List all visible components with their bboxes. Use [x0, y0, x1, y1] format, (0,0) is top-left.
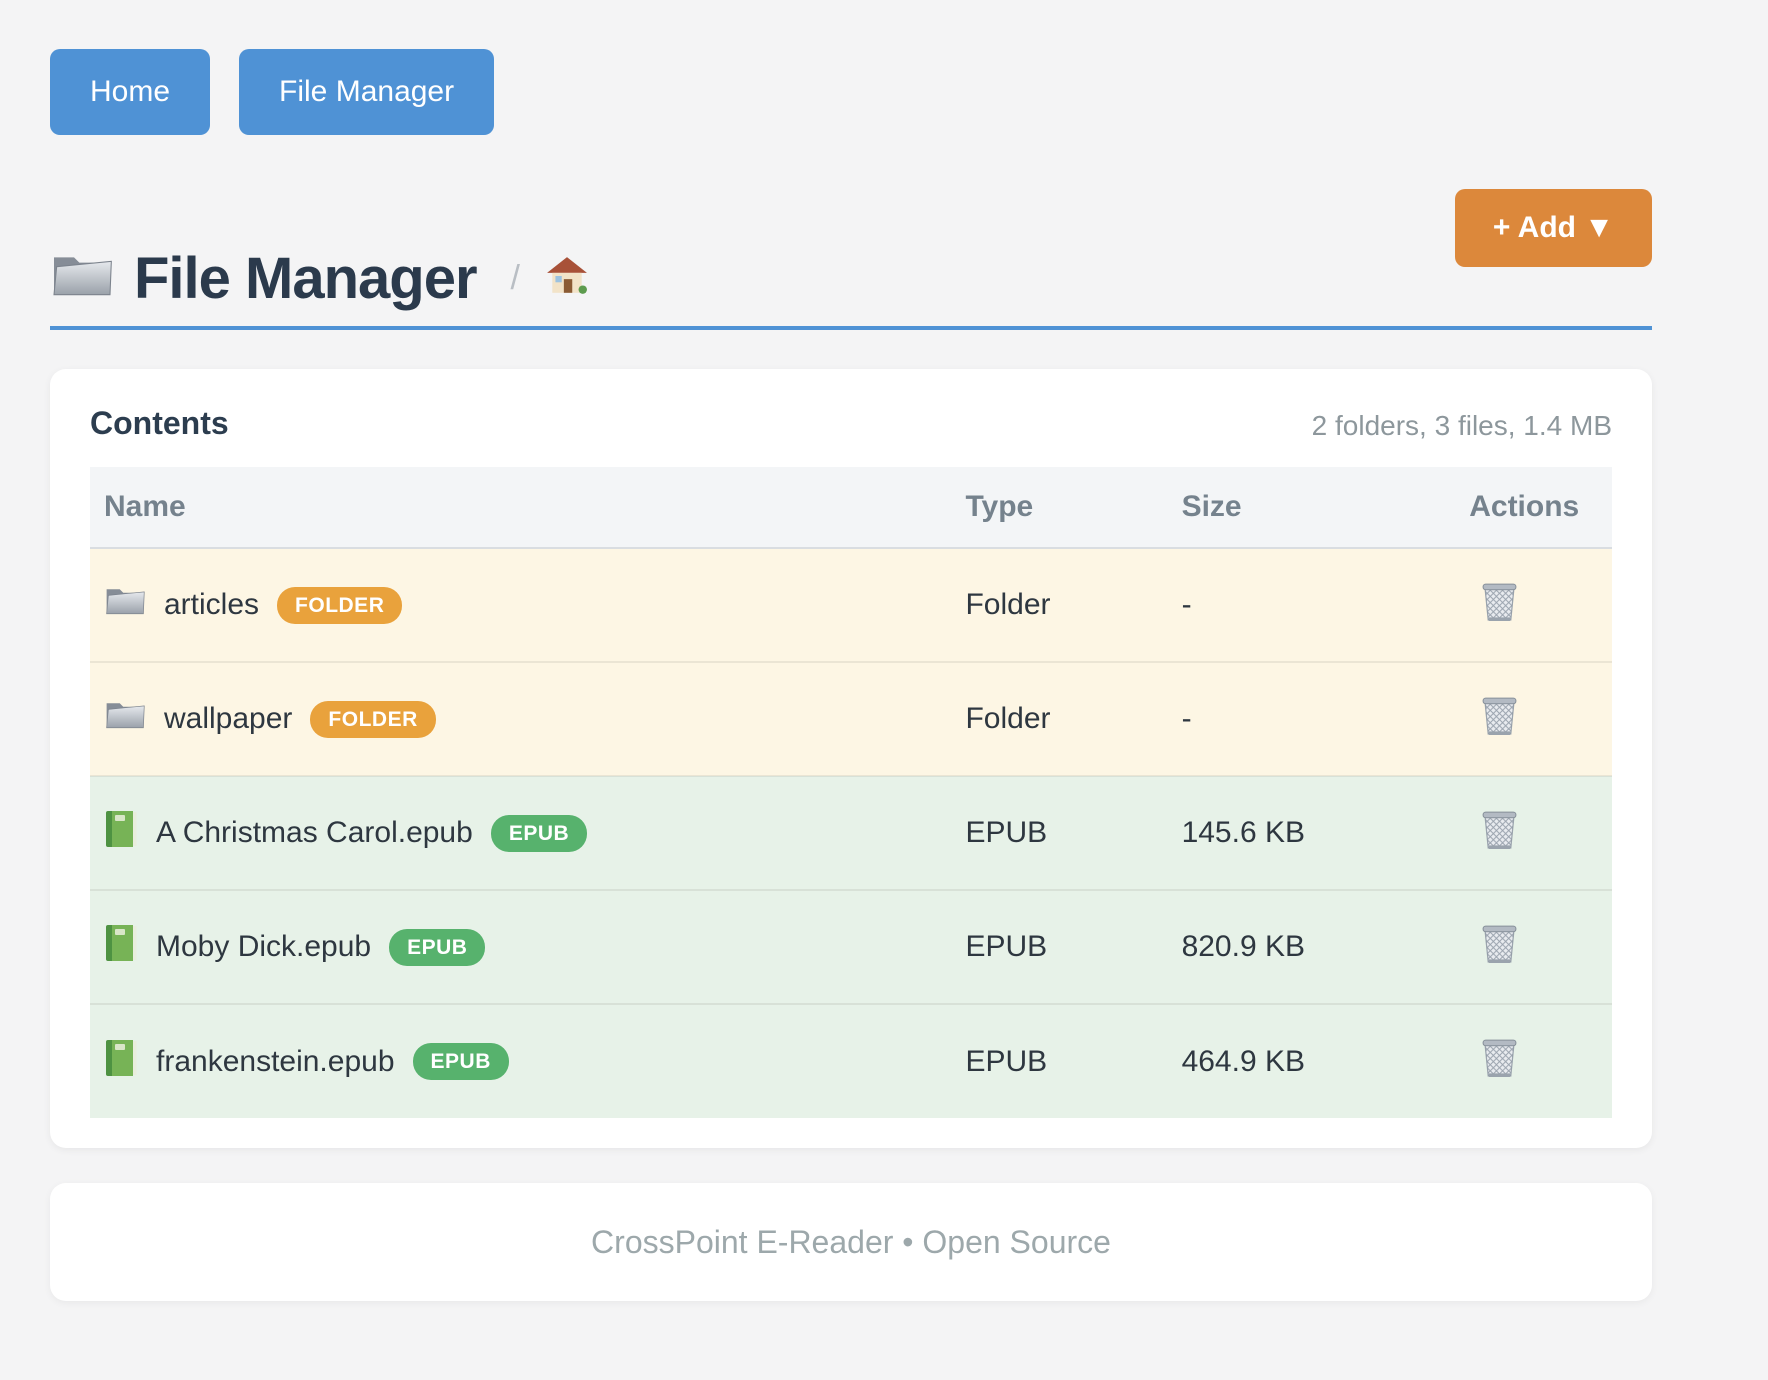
trash-icon [1481, 695, 1518, 739]
table-row: Moby Dick.epub EPUB EPUB 820.9 KB [90, 889, 1612, 1004]
contents-card-header: Contents 2 folders, 3 files, 1.4 MB [90, 405, 1612, 442]
epub-badge: EPUB [412, 1043, 509, 1080]
file-table: Name Type Size Actions articles FOLDER F… [90, 467, 1612, 1118]
file-size: 464.9 KB [1167, 1003, 1456, 1118]
file-type: EPUB [951, 775, 1168, 890]
column-header-type: Type [951, 467, 1168, 549]
delete-button[interactable] [1481, 695, 1518, 739]
book-icon [104, 809, 138, 857]
breadcrumb-separator: / [510, 259, 520, 297]
delete-button[interactable] [1481, 1037, 1518, 1081]
folder-badge: FOLDER [310, 700, 436, 738]
add-button[interactable]: + Add ▼ [1454, 189, 1652, 267]
table-row: articles FOLDER Folder - [90, 548, 1612, 662]
column-header-actions: Actions [1455, 467, 1612, 549]
page-title: File Manager [134, 246, 478, 311]
trash-icon [1481, 1037, 1518, 1081]
table-row: wallpaper FOLDER Folder - [90, 661, 1612, 776]
file-size: - [1167, 661, 1456, 776]
footer-text: CrossPoint E-Reader • Open Source [591, 1223, 1111, 1260]
trash-icon [1481, 581, 1518, 625]
file-name-link[interactable]: wallpaper [164, 702, 293, 735]
file-type: Folder [951, 548, 1168, 662]
column-header-size: Size [1167, 467, 1456, 549]
folder-icon [50, 249, 114, 308]
file-size: 820.9 KB [1167, 889, 1456, 1004]
page-container: Home File Manager File Manager / + Add ▼… [50, 0, 1652, 1301]
file-name-link[interactable]: articles [164, 588, 260, 621]
book-icon [104, 923, 138, 971]
page-header: File Manager / + Add ▼ [50, 189, 1652, 330]
file-name-link[interactable]: frankenstein.epub [156, 1044, 395, 1078]
title-group: File Manager / [50, 245, 588, 312]
folder-icon [104, 584, 146, 627]
footer: CrossPoint E-Reader • Open Source [50, 1183, 1652, 1301]
file-size: 145.6 KB [1167, 775, 1456, 890]
epub-badge: EPUB [490, 814, 588, 852]
file-name-link[interactable]: Moby Dick.epub [156, 930, 372, 963]
book-icon [104, 1038, 138, 1086]
file-type: EPUB [951, 1003, 1168, 1118]
file-size: - [1167, 548, 1456, 662]
top-nav: Home File Manager [50, 0, 1652, 135]
table-row: frankenstein.epub EPUB EPUB 464.9 KB [90, 1003, 1612, 1118]
delete-button[interactable] [1481, 581, 1518, 625]
epub-badge: EPUB [389, 928, 486, 966]
delete-button[interactable] [1481, 809, 1518, 853]
folder-badge: FOLDER [277, 586, 403, 624]
file-type: EPUB [951, 889, 1168, 1004]
trash-icon [1481, 809, 1518, 853]
home-button[interactable]: Home [50, 49, 211, 135]
contents-heading: Contents [90, 405, 229, 441]
contents-card: Contents 2 folders, 3 files, 1.4 MB Name… [50, 369, 1652, 1148]
file-name-link[interactable]: A Christmas Carol.epub [156, 816, 473, 849]
file-manager-button[interactable]: File Manager [239, 49, 495, 135]
column-header-name: Name [90, 467, 952, 549]
trash-icon [1481, 923, 1518, 967]
table-header-row: Name Type Size Actions [90, 467, 1612, 549]
house-icon[interactable] [546, 256, 588, 301]
folder-icon [104, 698, 146, 741]
file-type: Folder [951, 661, 1168, 776]
table-row: A Christmas Carol.epub EPUB EPUB 145.6 K… [90, 775, 1612, 890]
contents-summary: 2 folders, 3 files, 1.4 MB [1311, 410, 1612, 441]
delete-button[interactable] [1481, 923, 1518, 967]
